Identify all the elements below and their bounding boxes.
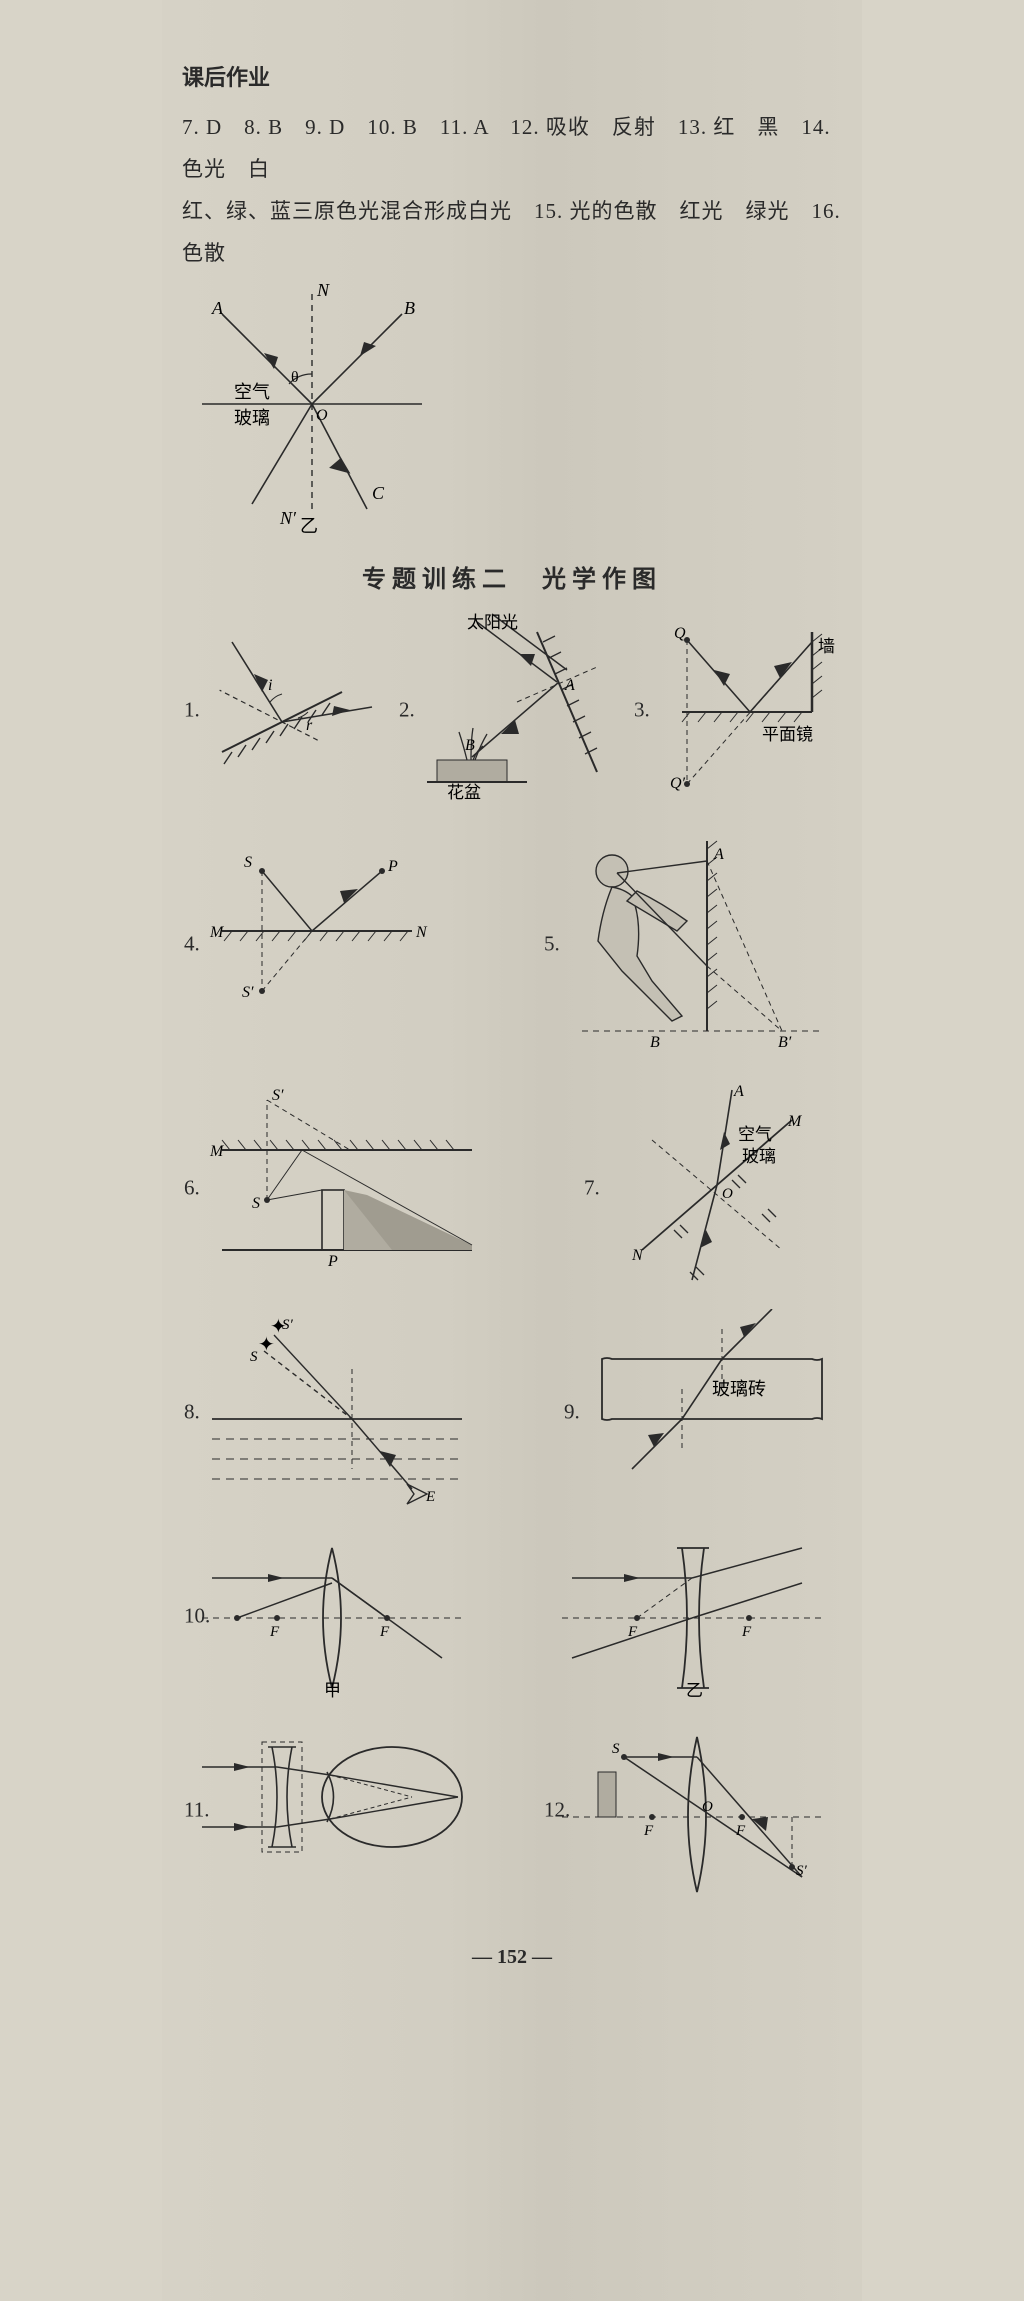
diagram-9: 9. 玻璃砖 <box>562 1309 842 1514</box>
label-S12: S <box>612 1741 620 1757</box>
label-block: 玻璃砖 <box>712 1379 766 1399</box>
label-Sp6: S′ <box>272 1087 284 1104</box>
label-F10a: F <box>269 1624 280 1640</box>
label-wall: 墙 <box>818 637 835 656</box>
label-N4: N <box>415 924 428 941</box>
label-M4: M <box>209 924 225 941</box>
diagram-12: 12. S <box>542 1717 842 1902</box>
label-S8: S <box>250 1349 258 1365</box>
label-Sp4: S′ <box>242 984 254 1001</box>
label-B: B <box>404 298 415 318</box>
label-E8: E <box>425 1489 435 1505</box>
page-container: 课后作业 7. D 8. B 9. D 10. B 11. A 12. 吸收 反… <box>162 0 862 2301</box>
label-i: i <box>268 677 272 694</box>
label-O: O <box>316 407 328 424</box>
diagram-row-2: 4. S S′ P M N <box>182 821 842 1080</box>
label-Np: N′ <box>279 508 297 528</box>
label-Qp: Q′ <box>670 775 686 792</box>
label-A5: A <box>713 846 724 863</box>
diagram-7: 7. A M N <box>582 1080 842 1295</box>
diagram-row-6: 11. <box>182 1717 842 1916</box>
diagram-1: 1. <box>182 612 392 807</box>
qnum-1: 1. <box>184 697 200 722</box>
label-Sp8: S′ <box>282 1317 294 1333</box>
label-P6: P <box>327 1253 338 1270</box>
diagram-4: 4. S S′ P M N <box>182 821 442 1066</box>
label-r: r <box>306 717 313 734</box>
label-B5: B <box>650 1034 660 1051</box>
qnum-2: 2. <box>399 697 415 722</box>
label-sun: 太阳光 <box>467 613 518 632</box>
label-P4: P <box>387 858 398 875</box>
qnum-3: 3. <box>634 697 650 722</box>
page-number: — 152 — <box>182 1946 842 1969</box>
qnum-4: 4. <box>184 931 200 956</box>
label-glass7: 玻璃 <box>742 1147 776 1166</box>
diagram-2: 2. <box>397 612 627 807</box>
diagram-10a: 10. F F 甲 <box>182 1528 482 1703</box>
label-pot: 花盆 <box>447 783 481 802</box>
label-theta: θ <box>291 369 299 386</box>
qnum-12: 12. <box>544 1797 570 1822</box>
answers-line-2: 红、绿、蓝三原色光混合形成白光 15. 光的色散 红光 绿光 16. 色散 <box>182 190 842 274</box>
label-A7: A <box>733 1083 744 1100</box>
cap-yi2: 乙 <box>686 1681 703 1698</box>
label-O7: O <box>722 1186 733 1202</box>
label-air: 空气 <box>234 382 270 402</box>
label-glass: 玻璃 <box>234 408 270 428</box>
label-C: C <box>372 483 385 503</box>
diagram-5: 5. A B B′ <box>542 821 842 1066</box>
label-N: N <box>316 280 330 300</box>
diagram-8: 8. ✦ ✦ S′ S <box>182 1309 482 1514</box>
diagram-10b: F F 乙 <box>542 1528 842 1703</box>
diagram-row-5: 10. F F 甲 <box>182 1528 842 1717</box>
label-F12: F <box>643 1823 654 1839</box>
answers-line-1: 7. D 8. B 9. D 10. B 11. A 12. 吸收 反射 13.… <box>182 106 842 190</box>
label-Sp12: S′ <box>796 1863 808 1879</box>
label-Q: Q <box>674 625 686 642</box>
label-air7: 空气 <box>738 1125 772 1144</box>
label-F10d: F <box>741 1624 752 1640</box>
label-A: A <box>211 298 224 318</box>
qnum-10: 10. <box>184 1603 210 1628</box>
qnum-7: 7. <box>584 1175 600 1200</box>
label-N7: N <box>631 1247 644 1264</box>
label-S4: S <box>244 854 252 871</box>
label-F10b: F <box>379 1624 390 1640</box>
caption-yi: 乙 <box>300 516 318 534</box>
label-O12: O <box>702 1799 713 1815</box>
label-mirror3: 平面镜 <box>762 725 813 744</box>
qnum-5: 5. <box>544 931 560 956</box>
section2-heading: 专题训练二 光学作图 <box>182 559 842 594</box>
label-S6: S <box>252 1195 260 1212</box>
diagram-row-4: 8. ✦ ✦ S′ S <box>182 1309 842 1528</box>
refraction-diagram-yi: A B C N N′ O θ 空气 玻璃 乙 <box>182 274 442 539</box>
diagram-3: 3. Q Q′ 墙 <box>632 612 842 807</box>
qnum-9: 9. <box>564 1399 580 1424</box>
diagram-11: 11. <box>182 1717 502 1902</box>
homework-heading: 课后作业 <box>182 60 842 92</box>
cap-jia: 甲 <box>324 1681 341 1698</box>
diagram-row-3: 6. S S <box>182 1080 842 1309</box>
label-M7: M <box>787 1113 803 1130</box>
diagram-row-1: 1. <box>182 612 842 821</box>
label-A2: A <box>564 677 575 694</box>
label-F10c: F <box>627 1624 638 1640</box>
qnum-8: 8. <box>184 1399 200 1424</box>
label-Bp5: B′ <box>778 1034 792 1051</box>
diagram-6: 6. S S <box>182 1080 492 1295</box>
label-B2: B <box>465 737 475 754</box>
page-number-value: 152 <box>497 1946 527 1968</box>
qnum-6: 6. <box>184 1175 200 1200</box>
label-F12b: F <box>735 1823 746 1839</box>
label-M6: M <box>209 1143 225 1160</box>
qnum-11: 11. <box>184 1797 209 1822</box>
